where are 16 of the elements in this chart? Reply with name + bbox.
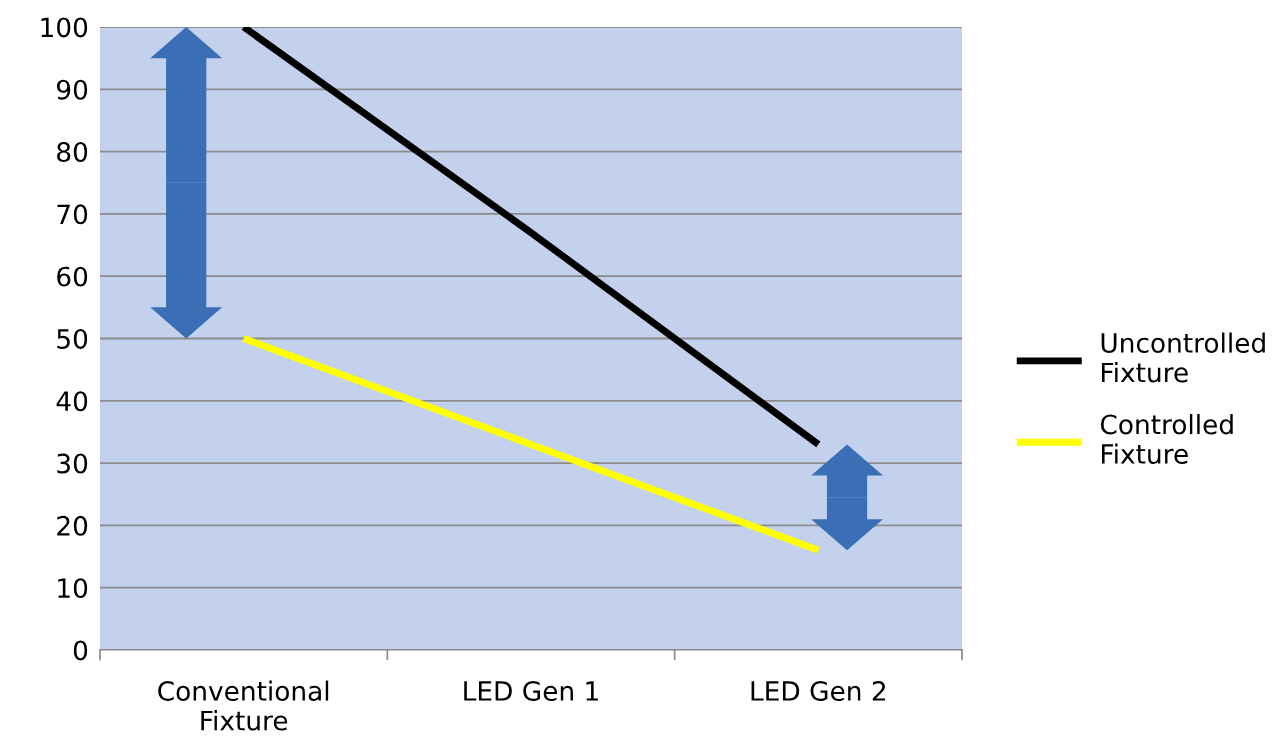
- x-tick-label: Conventional Fixture: [158, 680, 329, 731]
- y-tick-label: 30: [57, 453, 88, 474]
- y-tick-label: 20: [57, 515, 88, 536]
- x-tick-label: LED Gen 1: [464, 681, 598, 701]
- y-tick-label: 0: [73, 640, 88, 661]
- y-tick-label: 40: [56, 391, 88, 412]
- y-tick-label: 100: [41, 17, 88, 38]
- y-tick-label: 80: [57, 142, 88, 162]
- x-tick-label: LED Gen 2: [751, 681, 886, 701]
- legend-label: Controlled Fixture: [1100, 413, 1233, 464]
- y-tick-label: 90: [56, 79, 88, 100]
- y-tick-label: 50: [57, 328, 88, 349]
- y-tick-label: 70: [57, 204, 88, 225]
- y-tick-label: 60: [57, 266, 88, 287]
- y-tick-label: 10: [58, 578, 88, 599]
- legend-label: Uncontrolled Fixture: [1101, 332, 1265, 383]
